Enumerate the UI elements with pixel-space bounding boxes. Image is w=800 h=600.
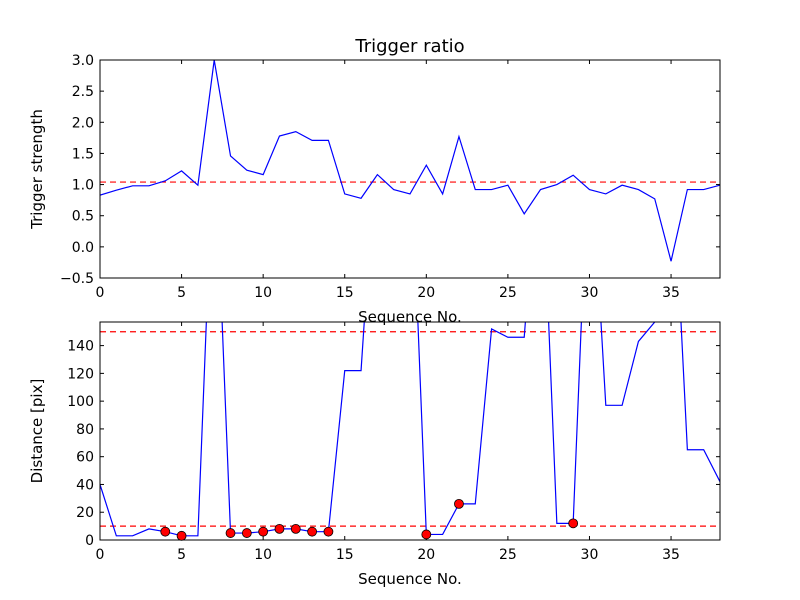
trigger-ratio-marks [100,60,720,262]
distance-marker-point [225,528,236,538]
distance-x-tick-label: 25 [499,547,517,563]
trigger-ratio-y-tick-label: 2.0 [72,115,94,131]
distance-marker-point [160,526,171,537]
trigger-ratio-ticks: 0 5 10 15 20 25 30 35 −0.5 0.0 0.5 1.0 1.5 2.0 2.5 3.0 [60,53,720,301]
distance-marker-point [421,529,432,540]
distance-marker-point [307,526,318,537]
distance-x-tick-label: 30 [581,547,599,563]
trigger-ratio-x-tick-label: 15 [336,285,354,301]
distance-y-tick-label: 20 [76,505,94,521]
distance-x-axis-label: Sequence No. [358,570,462,588]
distance-marks [100,322,720,537]
distance-y-tick-label: 100 [67,394,94,410]
distance-y-tick-label: 40 [76,477,94,493]
distance-marker-point [454,498,464,509]
distance-marker-point [568,518,579,529]
chart-title: Trigger ratio [354,36,464,57]
distance-y-tick-label: 60 [76,450,94,466]
distance-marker-point [241,528,252,538]
trigger-ratio-x-tick-label: 30 [581,285,599,301]
distance-x-tick-label: 20 [417,547,435,563]
trigger-ratio-x-tick-label: 25 [499,285,517,301]
trigger-ratio-x-axis-label: Sequence No. [358,308,462,326]
distance-marker-point [274,523,285,534]
trigger-ratio-axes-frame [99,59,721,279]
trigger-ratio-x-tick-label: 10 [254,285,272,301]
trigger-ratio-x-tick-label: 20 [417,285,435,301]
trigger-ratio-y-tick-label: 1.5 [72,146,94,162]
distance-axes-frame [99,321,721,541]
distance-y-tick-label: 140 [67,339,94,355]
trigger-ratio-series-line [100,60,720,262]
trigger-ratio-y-tick-label: 0.0 [72,240,94,256]
distance-x-tick-label: 15 [336,547,354,563]
distance-y-axis-label: Distance [pix] [28,379,46,484]
trigger-ratio-x-tick-label: 35 [662,285,680,301]
distance-ticks: 0 5 10 15 20 25 30 35 0 20 40 60 80 100 120 140 [67,322,720,563]
distance-marker-point [176,530,187,541]
distance-y-tick-label: 0 [85,533,94,549]
distance-plot: 0 5 10 15 20 25 30 35 0 20 40 60 80 100 120 140 Sequenc… [28,321,721,588]
distance-x-tick-label: 5 [177,547,186,563]
distance-y-tick-label: 120 [67,366,94,382]
distance-marker-point [323,526,334,537]
trigger-ratio-y-axis-label: Trigger strength [28,109,46,230]
trigger-ratio-y-tick-label: 2.5 [72,84,94,100]
distance-marker-point [290,523,301,534]
distance-x-tick-label: 10 [254,547,272,563]
trigger-ratio-y-tick-label: 3.0 [72,53,94,69]
trigger-ratio-y-tick-label: −0.5 [60,271,94,287]
trigger-ratio-y-tick-label: 0.5 [72,209,94,225]
distance-series-line [100,322,720,537]
distance-x-tick-label: 0 [96,547,105,563]
distance-y-tick-label: 80 [76,422,94,438]
trigger-ratio-x-tick-label: 0 [96,285,105,301]
trigger-ratio-y-tick-label: 1.0 [72,178,94,194]
trigger-ratio-plot: 0 5 10 15 20 25 30 35−0.50.00.51.01.52.02.53.0 … [28,36,721,326]
distance-marker-point [258,526,269,537]
trigger-ratio-x-tick-label: 5 [177,285,186,301]
distance-x-tick-label: 35 [662,547,680,563]
